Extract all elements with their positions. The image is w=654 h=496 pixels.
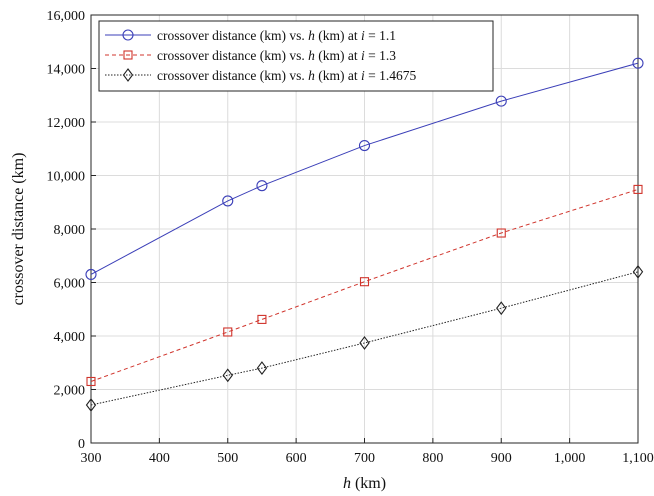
series-2-point xyxy=(86,376,96,387)
x-tick-label: 900 xyxy=(491,451,512,466)
legend-label-2: crossover distance (km) vs. h (km) at i … xyxy=(157,48,396,63)
x-tick-label: 300 xyxy=(81,451,102,466)
series-3-point xyxy=(632,264,644,279)
legend-label-part: (km) at xyxy=(315,48,361,63)
y-axis-title: crossover distance (km) xyxy=(10,153,27,306)
legend-marker-2 xyxy=(123,50,133,60)
legend-label-part: crossover distance (km) vs. xyxy=(157,28,308,43)
series-3-line xyxy=(90,271,639,406)
series-2-point xyxy=(496,228,506,238)
y-tick-label: 6,000 xyxy=(54,277,86,292)
legend-box xyxy=(98,20,494,92)
y-tick-label: 8,000 xyxy=(54,223,86,238)
series-3-point xyxy=(85,398,97,412)
legend-label-part: = 1.3 xyxy=(365,48,396,63)
legend: crossover distance (km) vs. h (km) at i … xyxy=(98,20,494,92)
legend-label-part: i xyxy=(361,68,365,83)
legend-label-part: (km) at xyxy=(315,28,361,43)
y-tick-label: 10,000 xyxy=(47,170,86,185)
legend-label-part: crossover distance (km) vs. xyxy=(157,68,308,83)
x-tick-label: 500 xyxy=(217,451,238,466)
legend-label-part: (km) at xyxy=(315,68,361,83)
series-1-line xyxy=(90,62,639,275)
x-tick-label: 700 xyxy=(354,451,375,466)
x-tick-label: 800 xyxy=(422,451,443,466)
series-3-point xyxy=(496,301,507,316)
series-1-point xyxy=(358,139,371,152)
x-tick-label: 400 xyxy=(149,451,170,466)
series-layer xyxy=(85,57,644,412)
series-2-point xyxy=(257,314,267,324)
x-tick-label: 600 xyxy=(286,451,307,466)
x-axis-variable: h xyxy=(343,475,351,492)
series-2-line xyxy=(90,188,639,382)
y-tick-label: 12,000 xyxy=(47,116,86,131)
x-axis-unit: (km) xyxy=(351,475,386,492)
x-tick-label: 1,000 xyxy=(554,451,586,466)
legend-label-part: i xyxy=(361,28,365,43)
series-1 xyxy=(85,57,644,281)
series-1-point xyxy=(632,57,644,69)
series-1-point xyxy=(85,268,97,281)
x-tick-label: 1,100 xyxy=(622,451,654,466)
legend-label-part: crossover distance (km) vs. xyxy=(157,48,308,63)
y-tick-label: 0 xyxy=(78,437,85,452)
x-axis-title: h (km) xyxy=(343,475,386,492)
series-1-point xyxy=(256,180,268,192)
legend-label-part: h xyxy=(308,48,315,63)
legend-label-part: = 1.1 xyxy=(365,28,396,43)
legend-label-part: h xyxy=(308,28,315,43)
y-tick-label: 2,000 xyxy=(54,384,86,399)
series-3-point xyxy=(222,368,233,383)
series-2-point xyxy=(223,327,233,337)
legend-label-part: = 1.4675 xyxy=(365,68,417,83)
legend-marker-1 xyxy=(122,29,134,41)
series-1-point xyxy=(222,195,234,207)
legend-label-1: crossover distance (km) vs. h (km) at i … xyxy=(157,28,396,43)
series-2-point xyxy=(633,184,643,194)
series-3-point xyxy=(359,336,370,350)
series-1-point xyxy=(495,95,507,107)
series-2-point xyxy=(359,277,370,287)
series-3 xyxy=(85,264,644,412)
legend-marker-3 xyxy=(122,68,134,82)
series-3-point xyxy=(256,361,268,376)
y-tick-label: 4,000 xyxy=(54,330,86,345)
series-2 xyxy=(86,184,643,387)
legend-label-part: i xyxy=(361,48,365,63)
y-tick-label: 16,000 xyxy=(47,9,86,24)
y-tick-label: 14,000 xyxy=(47,63,86,78)
axis-ticks: 300 400 500 600 700 800 900 1,000 1,100 0 2,000 4,0… xyxy=(47,9,654,466)
legend-label-3: crossover distance (km) vs. h (km) at i … xyxy=(157,68,416,83)
legend-label-part: h xyxy=(308,68,315,83)
